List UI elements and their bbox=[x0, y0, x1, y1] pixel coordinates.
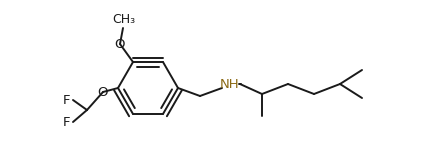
Text: O: O bbox=[115, 37, 125, 50]
Text: CH₃: CH₃ bbox=[113, 13, 136, 26]
Text: F: F bbox=[63, 115, 71, 129]
Text: NH: NH bbox=[220, 78, 240, 90]
Text: F: F bbox=[63, 94, 71, 106]
Text: O: O bbox=[98, 85, 108, 99]
